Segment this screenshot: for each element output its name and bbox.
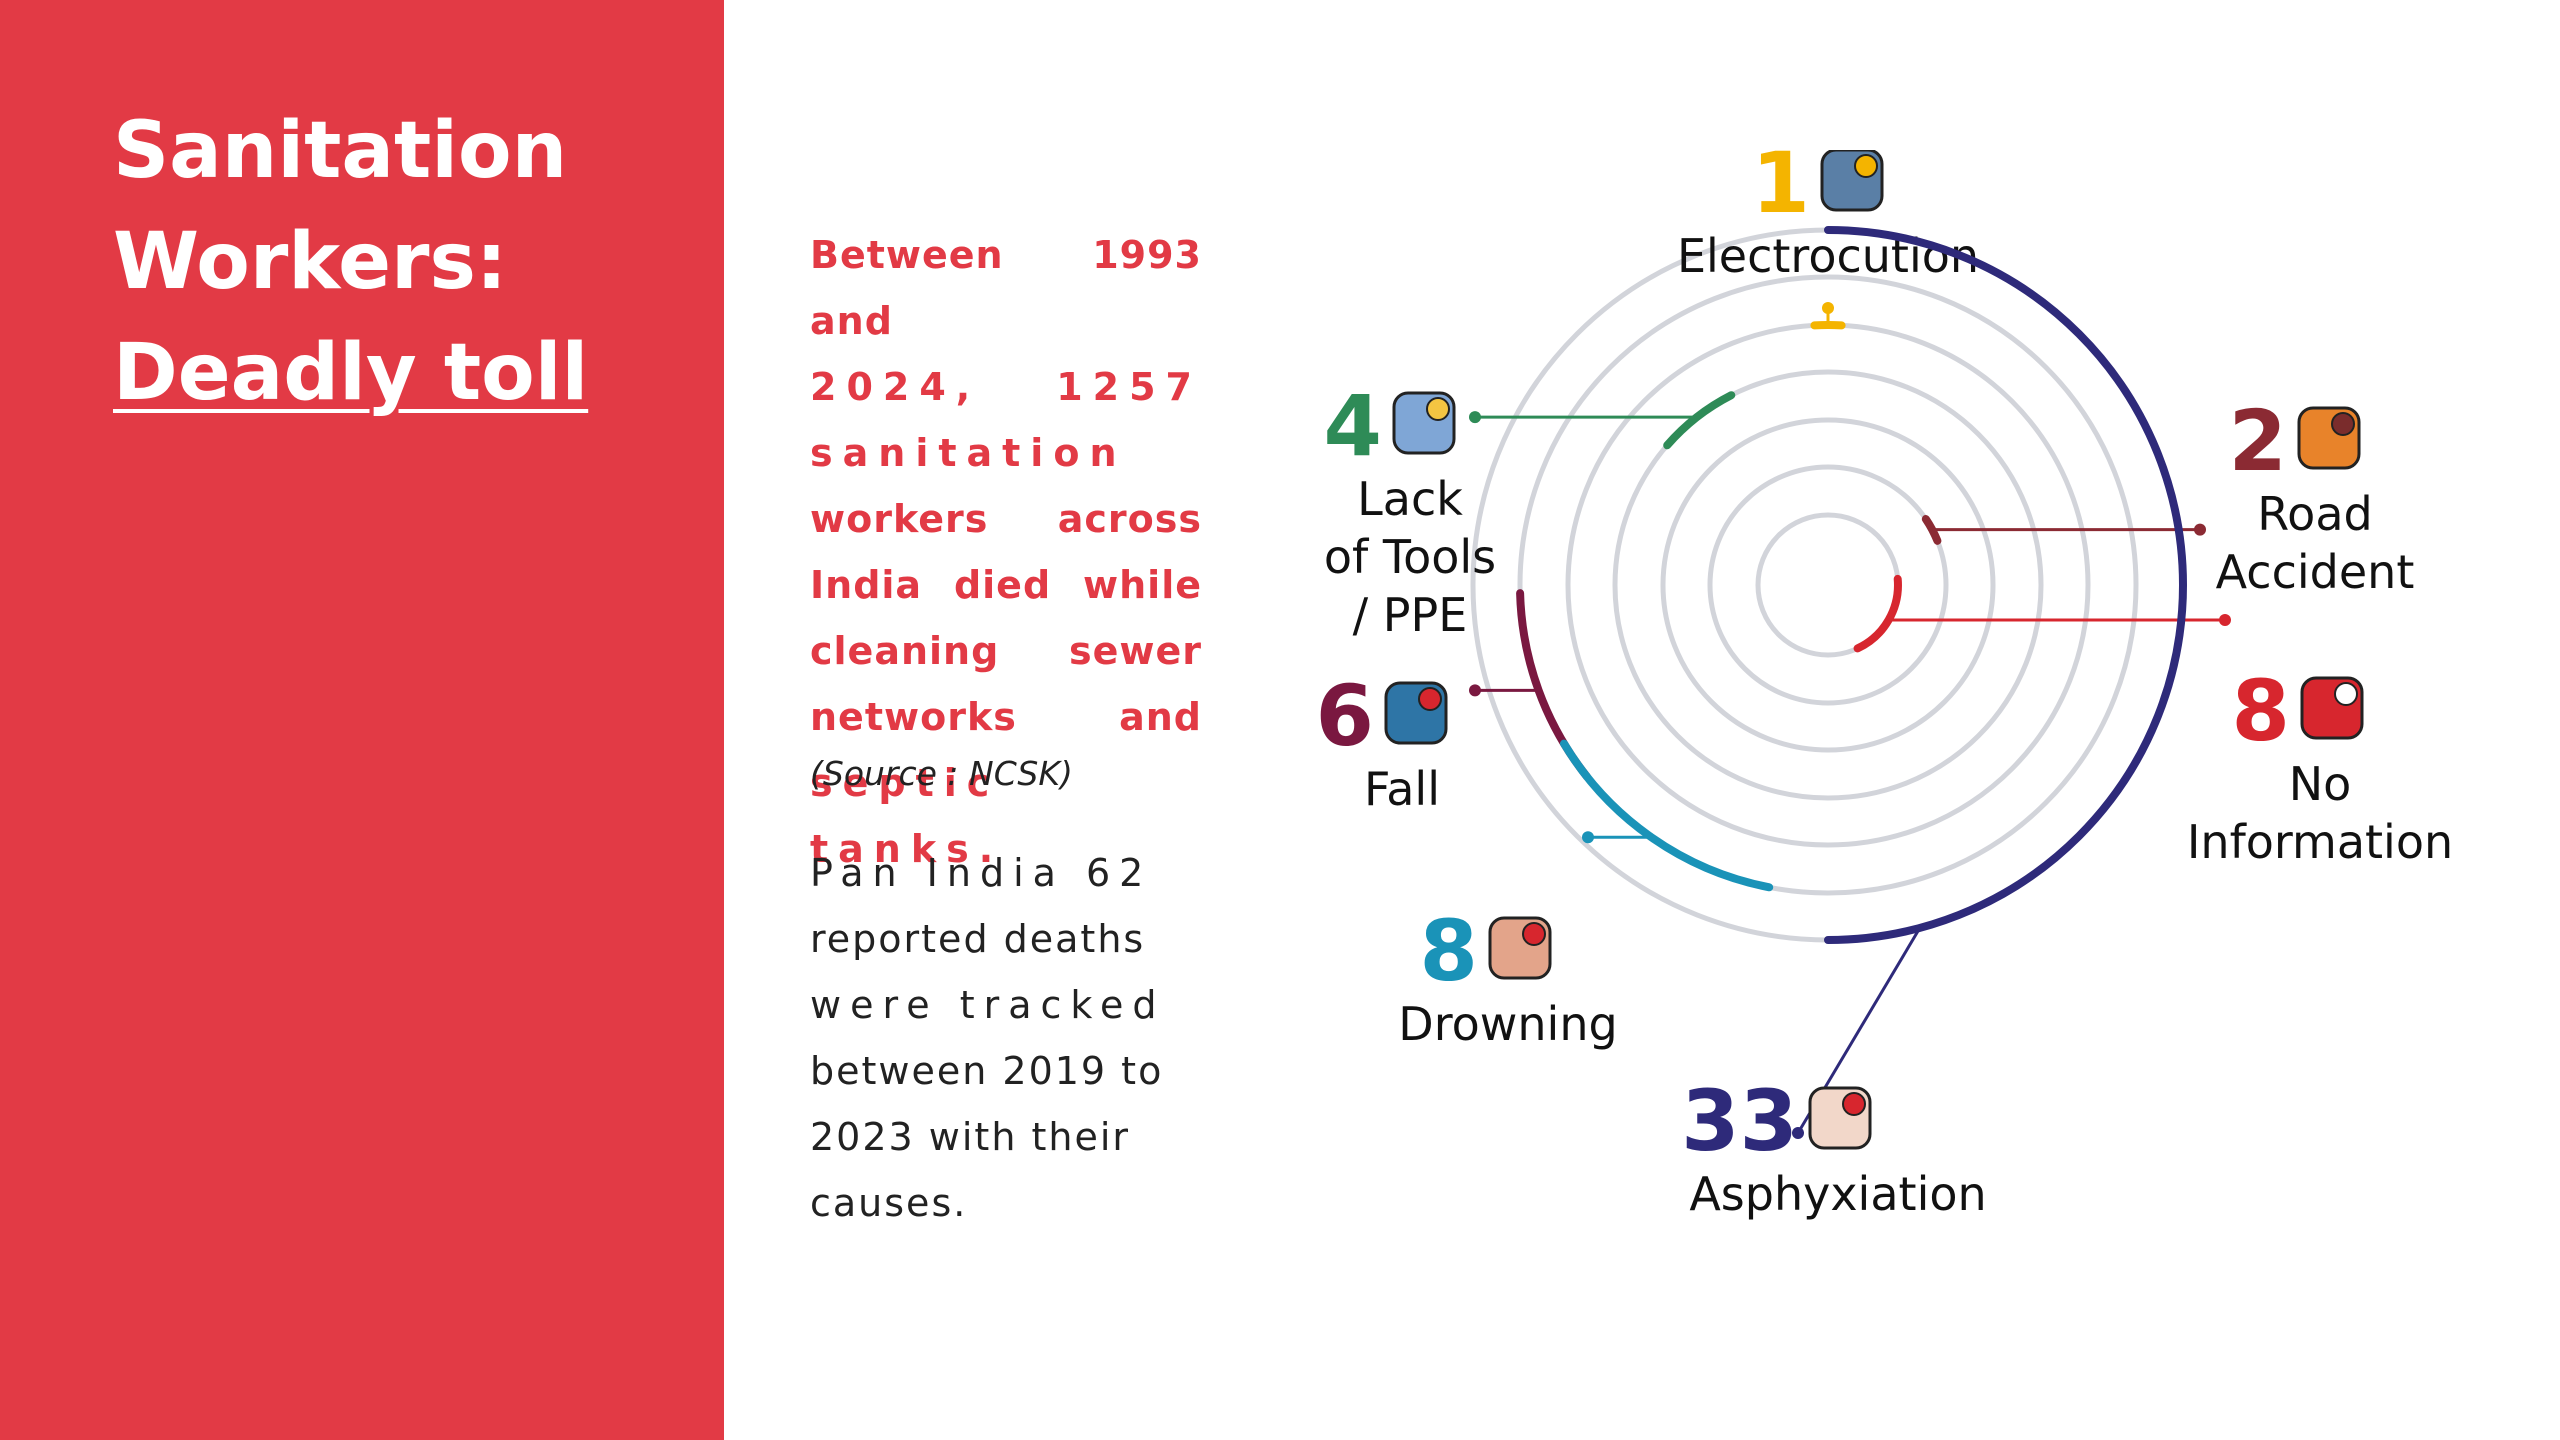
grid-ring — [1517, 274, 2139, 896]
intro-line: sanitation — [810, 431, 1127, 475]
road-accident-icon — [2297, 406, 2361, 470]
category-name: of Tools — [1324, 530, 1496, 584]
tracked-line: between 2019 to — [810, 1049, 1164, 1093]
title-line-3: Deadly toll — [113, 318, 673, 429]
icon-accent — [1854, 154, 1878, 178]
page-title: Sanitation Workers: Deadly toll — [113, 96, 673, 429]
icon-accent — [1842, 1092, 1866, 1116]
tracked-paragraph: Pan India 62 reported deaths were tracke… — [810, 840, 1202, 1236]
asphyxiation-icon — [1808, 1086, 1872, 1150]
category-name: / PPE — [1353, 588, 1468, 642]
title-line-1: Sanitation — [113, 106, 568, 196]
left-panel — [0, 0, 724, 1440]
value-label: 8 — [1420, 902, 1478, 1000]
leader-dot — [1469, 684, 1481, 697]
icon-accent — [2331, 412, 2355, 436]
electrocution-icon — [1820, 150, 1884, 212]
leader-dot — [1582, 831, 1594, 844]
value-label: 33 — [1681, 1072, 1798, 1170]
tracked-line: 2023 with their — [810, 1115, 1131, 1159]
category-name: No — [2289, 757, 2352, 811]
title-underlined: Deadly toll — [113, 328, 589, 418]
category-name: Asphyxiation — [1689, 1167, 1986, 1221]
radial-chart: 1Electrocution2RoadAccident8NoInformatio… — [1316, 150, 2453, 1221]
intro-line: India died while — [810, 563, 1202, 607]
value-label: 6 — [1316, 667, 1374, 765]
icon-accent — [1426, 397, 1450, 421]
grid-ring — [1660, 417, 1996, 753]
title-line-2: Workers: — [113, 217, 508, 307]
category-name: Fall — [1364, 762, 1440, 816]
category-name: Information — [2187, 815, 2453, 869]
icon-accent — [1418, 687, 1442, 711]
grid-ring — [1612, 369, 2044, 801]
arc-bar — [1921, 515, 1942, 545]
tracked-line: reported deaths — [810, 917, 1146, 961]
category-name: Accident — [2216, 545, 2415, 599]
grid-ring — [1565, 322, 2091, 848]
fall-icon — [1384, 681, 1448, 745]
value-label: 2 — [2229, 392, 2287, 490]
icon-accent — [1522, 922, 1546, 946]
value-label: 4 — [1324, 377, 1382, 475]
value-label: 1 — [1752, 150, 1810, 232]
leader-dot — [1822, 302, 1834, 314]
icon-accent — [2334, 682, 2358, 706]
worker-icon — [1392, 391, 1456, 455]
tracked-line: causes. — [810, 1181, 968, 1225]
leader-dot — [1792, 1127, 1804, 1139]
leader-dot — [2194, 523, 2206, 536]
intro-line: cleaning sewer — [810, 629, 1202, 673]
category-name: Road — [2257, 487, 2372, 541]
intro-paragraph: Between 1993 and 2024, 1257 sanitation w… — [810, 222, 1202, 882]
category-name: Drowning — [1398, 997, 1617, 1051]
arc-bar — [1824, 226, 2187, 944]
tracked-line: were tracked — [810, 983, 1166, 1027]
intro-line: workers across — [810, 497, 1202, 541]
category-name: Electrocution — [1677, 229, 1979, 283]
arc-bar — [1853, 574, 1902, 653]
arc-bar — [1663, 391, 1736, 450]
tracked-line: Pan India 62 — [810, 851, 1153, 895]
leader-dot — [1469, 411, 1481, 424]
intro-line: septic tanks. — [810, 761, 1004, 871]
leader-dot — [2219, 614, 2231, 626]
intro-line: 2024, 1257 — [810, 365, 1202, 409]
grid-ring — [1707, 464, 1949, 706]
arc-bar — [1516, 589, 1591, 781]
arc-bar — [1560, 739, 1774, 892]
source-note: (Source : NCSK) — [810, 754, 1073, 793]
intro-line: networks and — [810, 695, 1202, 739]
value-label: 8 — [2232, 662, 2290, 760]
intro-line: Between 1993 and — [810, 233, 1202, 343]
category-name: Lack — [1357, 472, 1463, 526]
drowning-icon — [1488, 916, 1552, 980]
info-icon — [2300, 676, 2364, 740]
